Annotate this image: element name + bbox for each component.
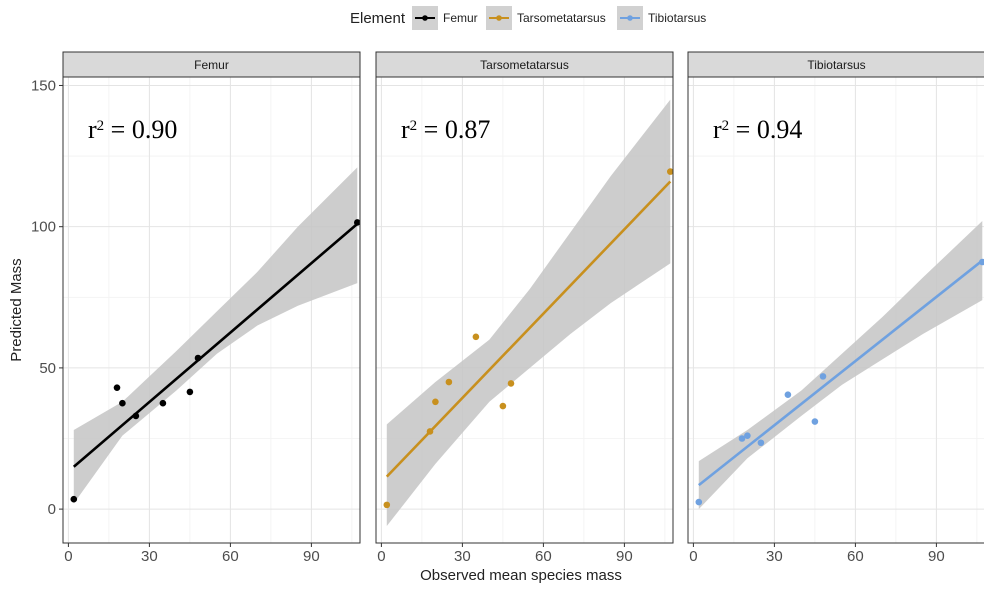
legend-label: Tibiotarsus xyxy=(648,11,706,25)
data-point xyxy=(820,373,827,380)
data-point xyxy=(785,391,792,398)
data-point xyxy=(384,502,391,509)
r-squared-symbol: r xyxy=(88,115,97,144)
facet-strip-label: Tibiotarsus xyxy=(807,58,865,72)
data-point xyxy=(758,439,765,446)
legend-title: Element xyxy=(350,10,406,27)
data-point xyxy=(432,398,439,405)
x-tick-label: 90 xyxy=(928,548,945,565)
x-tick-label: 90 xyxy=(616,548,633,565)
r-squared-superscript: 2 xyxy=(410,118,418,134)
x-tick-label: 30 xyxy=(766,548,783,565)
legend-label: Tarsometatarsus xyxy=(517,11,606,25)
r-squared-value: = 0.90 xyxy=(104,115,177,144)
data-point xyxy=(446,379,453,386)
data-point xyxy=(114,384,121,391)
y-tick-label: 50 xyxy=(39,360,56,377)
data-point xyxy=(696,499,703,506)
y-tick-label: 150 xyxy=(31,77,56,94)
r-squared-superscript: 2 xyxy=(722,118,730,134)
data-point xyxy=(473,334,480,341)
x-tick-label: 0 xyxy=(64,548,72,565)
legend-label: Femur xyxy=(443,11,478,25)
data-point xyxy=(187,389,194,396)
x-tick-label: 0 xyxy=(377,548,385,565)
data-point xyxy=(119,400,126,407)
plot-background xyxy=(63,77,360,543)
r-squared-symbol: r xyxy=(401,115,410,144)
facet-panel-femur: Femur r2 = 0.90 0 30 60 90 xyxy=(63,52,361,565)
y-tick-label: 100 xyxy=(31,219,56,236)
legend-key-point xyxy=(422,15,428,21)
x-tick-label: 30 xyxy=(141,548,158,565)
r-squared-symbol: r xyxy=(713,115,722,144)
data-point xyxy=(812,418,819,425)
x-axis-title: Observed mean species mass xyxy=(420,567,622,584)
y-axis-title: Predicted Mass xyxy=(8,258,25,361)
facet-panel-tibiotarsus: Tibiotarsus r2 = 0.94 0 30 60 90 xyxy=(688,52,984,565)
x-tick-label: 30 xyxy=(454,548,471,565)
x-tick-label: 60 xyxy=(847,548,864,565)
r-squared-value: = 0.94 xyxy=(729,115,802,144)
x-tick-label: 60 xyxy=(535,548,552,565)
x-tick-label: 90 xyxy=(303,548,320,565)
r-squared-value: = 0.87 xyxy=(417,115,490,144)
y-tick-label: 0 xyxy=(48,501,56,518)
facet-strip-label: Tarsometatarsus xyxy=(480,58,569,72)
data-point xyxy=(160,400,167,407)
r-squared-superscript: 2 xyxy=(97,118,105,134)
data-point xyxy=(427,428,434,435)
data-point xyxy=(744,432,751,439)
legend-key-point xyxy=(496,15,502,21)
facet-strip-label: Femur xyxy=(194,58,229,72)
x-tick-label: 60 xyxy=(222,548,239,565)
data-point xyxy=(71,496,78,503)
data-point xyxy=(500,403,507,410)
data-point xyxy=(133,413,140,420)
facet-panel-tarsometatarsus: Tarsometatarsus r2 = 0.87 0 30 60 90 xyxy=(376,52,674,565)
x-tick-label: 0 xyxy=(689,548,697,565)
legend-key-point xyxy=(627,15,633,21)
data-point xyxy=(508,380,515,387)
data-point xyxy=(195,355,202,362)
